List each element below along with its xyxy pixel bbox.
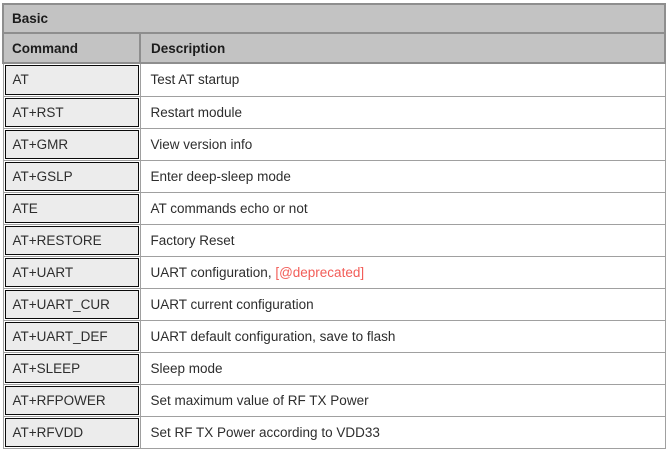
command-box: AT+UART_CUR bbox=[4, 289, 139, 319]
command-cell: AT+RFPOWER bbox=[2, 383, 141, 417]
command-cell: AT bbox=[2, 62, 141, 97]
description-cell: Test AT startup bbox=[139, 62, 666, 97]
table-row: ATE AT commands echo or not bbox=[2, 191, 666, 225]
command-label: AT+UART_CUR bbox=[12, 296, 110, 312]
table-row: AT+RFPOWER Set maximum value of RF TX Po… bbox=[2, 383, 666, 417]
command-cell: AT+GMR bbox=[2, 127, 141, 161]
command-label: AT+UART_DEF bbox=[12, 328, 108, 344]
command-cell: AT+RST bbox=[2, 95, 141, 129]
description-label: UART current configuration bbox=[150, 296, 314, 312]
description-cell: Set maximum value of RF TX Power bbox=[139, 383, 666, 417]
description-label: Test AT startup bbox=[150, 72, 240, 88]
command-cell: AT+GSLP bbox=[2, 159, 141, 193]
command-label: AT+SLEEP bbox=[12, 360, 81, 376]
description-label: UART default configuration, save to flas… bbox=[150, 328, 396, 344]
basic-at-commands-table: Basic Command Description AT Test AT sta… bbox=[2, 3, 666, 450]
command-box: AT+UART_DEF bbox=[4, 321, 139, 351]
command-label: ATE bbox=[12, 200, 38, 216]
table-row: AT Test AT startup bbox=[2, 62, 666, 97]
description-cell: Restart module bbox=[139, 95, 666, 129]
command-cell: AT+SLEEP bbox=[2, 351, 141, 385]
table-title: Basic bbox=[2, 3, 666, 34]
command-box: AT+RFVDD bbox=[4, 417, 139, 447]
description-label: Factory Reset bbox=[150, 232, 235, 248]
command-box: ATE bbox=[4, 193, 139, 223]
command-cell: AT+RFVDD bbox=[2, 415, 141, 450]
command-box: AT bbox=[4, 65, 139, 95]
command-box: AT+RFPOWER bbox=[4, 385, 139, 415]
description-cell: View version info bbox=[139, 127, 666, 161]
table-row: AT+UART_CUR UART current configuration bbox=[2, 287, 666, 321]
table-row: AT+UART UART configuration, [@deprecated… bbox=[2, 255, 666, 289]
description-cell: AT commands echo or not bbox=[139, 191, 666, 225]
table-row: AT+GMR View version info bbox=[2, 127, 666, 161]
deprecated-tag: [@deprecated] bbox=[275, 264, 365, 280]
description-cell: UART default configuration, save to flas… bbox=[139, 319, 666, 353]
command-cell: AT+RESTORE bbox=[2, 223, 141, 257]
table-row: AT+GSLP Enter deep-sleep mode bbox=[2, 159, 666, 193]
table-body: AT Test AT startup AT+RST Restart module… bbox=[2, 62, 666, 450]
command-box: AT+GMR bbox=[4, 129, 139, 159]
command-label: AT+GSLP bbox=[12, 168, 73, 184]
description-label: Restart module bbox=[150, 104, 243, 120]
command-label: AT+UART bbox=[12, 264, 74, 280]
table-row: AT+UART_DEF UART default configuration, … bbox=[2, 319, 666, 353]
column-header-row: Command Description bbox=[2, 32, 666, 64]
table-row: AT+SLEEP Sleep mode bbox=[2, 351, 666, 385]
command-label: AT bbox=[12, 72, 29, 88]
command-cell: ATE bbox=[2, 191, 141, 225]
command-box: AT+RESTORE bbox=[4, 225, 139, 255]
table-title-row: Basic bbox=[2, 3, 666, 34]
command-box: AT+SLEEP bbox=[4, 353, 139, 383]
table-row: AT+RESTORE Factory Reset bbox=[2, 223, 666, 257]
description-cell: UART configuration, [@deprecated] bbox=[139, 255, 666, 289]
command-label: AT+GMR bbox=[12, 136, 69, 152]
command-cell: AT+UART_DEF bbox=[2, 319, 141, 353]
description-label: Enter deep-sleep mode bbox=[150, 168, 291, 184]
description-label: UART configuration, bbox=[150, 264, 276, 280]
column-header-description: Description bbox=[139, 32, 666, 64]
description-label: AT commands echo or not bbox=[150, 200, 308, 216]
command-box: AT+GSLP bbox=[4, 161, 139, 191]
description-cell: Enter deep-sleep mode bbox=[139, 159, 666, 193]
command-label: AT+RST bbox=[12, 104, 64, 120]
table-row: AT+RST Restart module bbox=[2, 95, 666, 129]
description-label: Set RF TX Power according to VDD33 bbox=[150, 424, 380, 440]
description-label: View version info bbox=[150, 136, 253, 152]
command-cell: AT+UART_CUR bbox=[2, 287, 141, 321]
command-label: AT+RFVDD bbox=[12, 424, 84, 440]
command-box: AT+UART bbox=[4, 257, 139, 287]
table-row: AT+RFVDD Set RF TX Power according to VD… bbox=[2, 415, 666, 450]
command-box: AT+RST bbox=[4, 97, 139, 127]
command-label: AT+RFPOWER bbox=[12, 392, 106, 408]
command-cell: AT+UART bbox=[2, 255, 141, 289]
description-cell: Sleep mode bbox=[139, 351, 666, 385]
command-label: AT+RESTORE bbox=[12, 232, 102, 248]
description-cell: Factory Reset bbox=[139, 223, 666, 257]
description-label: Sleep mode bbox=[150, 360, 223, 376]
column-header-command: Command bbox=[2, 32, 141, 64]
description-label: Set maximum value of RF TX Power bbox=[150, 392, 369, 408]
description-cell: Set RF TX Power according to VDD33 bbox=[139, 415, 666, 450]
description-cell: UART current configuration bbox=[139, 287, 666, 321]
